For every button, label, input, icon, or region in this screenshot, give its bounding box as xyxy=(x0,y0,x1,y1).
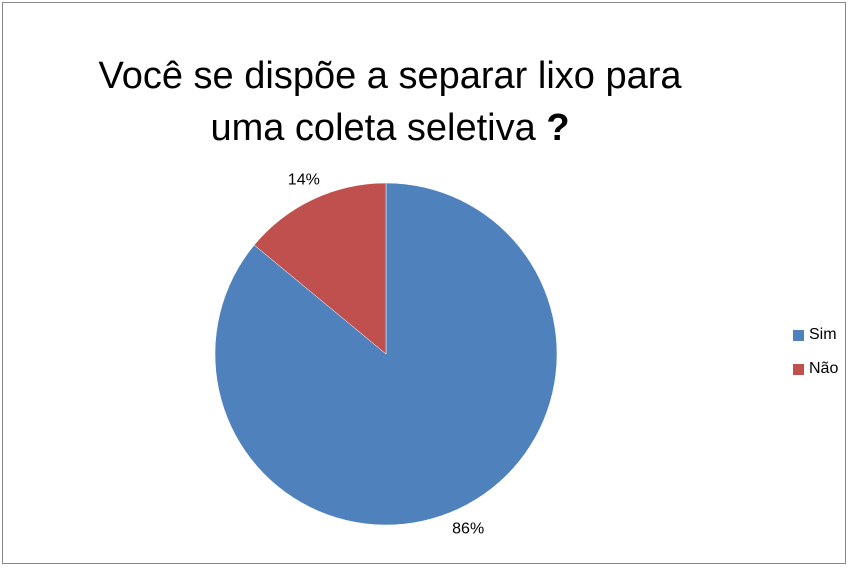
legend-item-sim: Sim xyxy=(793,325,838,345)
chart-title-question-mark: ? xyxy=(546,107,570,149)
legend-label-sim: Sim xyxy=(809,326,837,343)
legend: Sim Não xyxy=(793,325,838,393)
chart-title-line2: uma coleta seletiva ? xyxy=(60,102,720,154)
pie-slice-sim xyxy=(214,182,558,526)
data-label-nao: 14% xyxy=(288,171,320,188)
legend-item-nao: Não xyxy=(793,359,838,379)
chart-title-line1: Você se dispõe a separar lixo para xyxy=(98,55,682,97)
legend-swatch-sim xyxy=(793,329,804,341)
legend-label-nao: Não xyxy=(809,360,839,377)
data-label-sim: 86% xyxy=(452,521,484,538)
chart-title: Você se dispõe a separar lixo para uma c… xyxy=(60,50,720,154)
legend-swatch-nao xyxy=(793,363,804,375)
pie-slice-nao xyxy=(253,182,387,355)
chart-title-line2-text: uma coleta seletiva xyxy=(210,107,536,149)
